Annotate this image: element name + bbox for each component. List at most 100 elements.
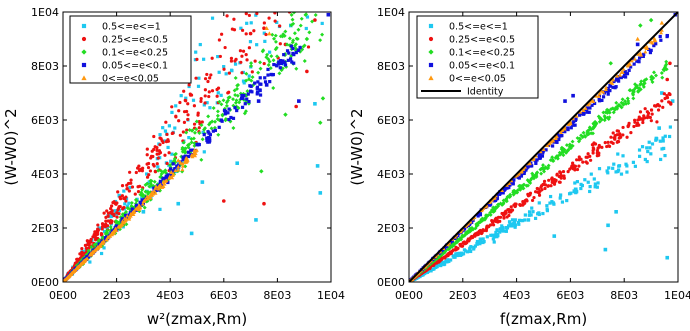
data-point bbox=[192, 130, 197, 135]
plot-area bbox=[409, 12, 678, 282]
data-point bbox=[549, 184, 553, 188]
data-point bbox=[600, 145, 604, 149]
data-point bbox=[651, 76, 656, 81]
data-point bbox=[556, 133, 560, 137]
data-point bbox=[166, 180, 170, 185]
data-point bbox=[126, 213, 130, 217]
data-point bbox=[190, 148, 195, 152]
data-point bbox=[133, 192, 137, 196]
data-point bbox=[650, 79, 655, 84]
data-point bbox=[482, 228, 486, 233]
data-point bbox=[552, 182, 557, 186]
data-point bbox=[543, 186, 547, 191]
series-4-points bbox=[63, 25, 272, 282]
data-point bbox=[491, 223, 496, 227]
data-point bbox=[170, 110, 174, 114]
data-point bbox=[270, 32, 275, 37]
data-point bbox=[559, 173, 563, 178]
data-point bbox=[216, 54, 220, 59]
data-point bbox=[660, 91, 664, 95]
data-point bbox=[596, 114, 601, 119]
data-point bbox=[129, 200, 134, 205]
data-point bbox=[135, 203, 139, 207]
data-point bbox=[173, 151, 178, 156]
data-point bbox=[535, 186, 539, 191]
data-point bbox=[80, 247, 84, 251]
data-point bbox=[540, 154, 545, 158]
data-point bbox=[170, 152, 174, 156]
data-point bbox=[217, 70, 221, 74]
data-point bbox=[171, 169, 175, 173]
data-point bbox=[180, 164, 185, 168]
data-point bbox=[133, 197, 138, 202]
data-point bbox=[205, 101, 209, 105]
data-point bbox=[128, 211, 133, 216]
data-point bbox=[269, 72, 273, 77]
data-point bbox=[172, 158, 177, 163]
x-tick-label: 1E04 bbox=[317, 289, 345, 302]
data-point bbox=[279, 61, 284, 66]
data-point bbox=[581, 160, 585, 164]
data-point bbox=[233, 62, 238, 66]
data-point bbox=[492, 235, 497, 239]
data-point bbox=[248, 31, 253, 36]
data-point bbox=[208, 106, 212, 110]
data-point bbox=[66, 274, 71, 279]
data-point bbox=[106, 214, 110, 218]
data-point bbox=[477, 230, 481, 234]
data-point bbox=[123, 202, 127, 206]
data-point bbox=[603, 115, 608, 120]
data-point bbox=[644, 44, 649, 49]
data-point bbox=[232, 17, 236, 21]
data-point bbox=[169, 172, 173, 176]
data-point bbox=[642, 79, 647, 84]
data-point bbox=[151, 162, 155, 167]
data-point bbox=[649, 40, 654, 44]
data-point bbox=[235, 86, 240, 91]
data-point bbox=[599, 89, 604, 93]
data-point bbox=[278, 66, 282, 70]
data-point bbox=[593, 119, 598, 124]
data-point bbox=[611, 166, 615, 170]
legend-box bbox=[416, 15, 539, 99]
data-point bbox=[120, 184, 125, 188]
data-point bbox=[619, 100, 624, 105]
data-point bbox=[620, 97, 625, 102]
data-point bbox=[494, 230, 498, 235]
data-point bbox=[171, 162, 175, 166]
data-point bbox=[237, 100, 242, 105]
data-point bbox=[262, 21, 266, 25]
data-point bbox=[304, 36, 310, 42]
right-panel: 0E00 2E03 4E03 6E03 8E03 1E04 0E00 2E03 4E03 6E03… bbox=[348, 6, 690, 328]
data-point bbox=[513, 218, 517, 222]
data-point bbox=[449, 251, 453, 255]
data-point bbox=[636, 52, 641, 56]
data-point bbox=[153, 191, 158, 195]
data-point bbox=[527, 192, 532, 196]
data-point bbox=[559, 147, 564, 152]
data-point bbox=[478, 237, 482, 241]
data-point bbox=[527, 210, 532, 214]
data-point bbox=[109, 218, 113, 223]
data-point bbox=[632, 57, 637, 61]
data-point bbox=[542, 179, 547, 183]
data-point bbox=[495, 202, 500, 207]
data-point bbox=[266, 62, 271, 67]
data-point bbox=[158, 133, 162, 137]
data-point bbox=[229, 56, 234, 60]
data-point bbox=[459, 242, 463, 246]
data-point bbox=[194, 76, 198, 80]
data-point bbox=[89, 240, 93, 244]
data-point bbox=[176, 163, 181, 167]
data-point bbox=[605, 107, 610, 112]
data-point bbox=[663, 64, 668, 69]
data-point bbox=[166, 175, 170, 179]
data-point bbox=[163, 179, 167, 183]
data-point bbox=[641, 53, 645, 57]
data-point bbox=[570, 143, 575, 148]
y-tick-label: 2E03 bbox=[31, 222, 59, 235]
data-point bbox=[99, 251, 104, 256]
data-point bbox=[263, 76, 267, 80]
data-point bbox=[253, 81, 257, 85]
data-point bbox=[177, 109, 181, 113]
